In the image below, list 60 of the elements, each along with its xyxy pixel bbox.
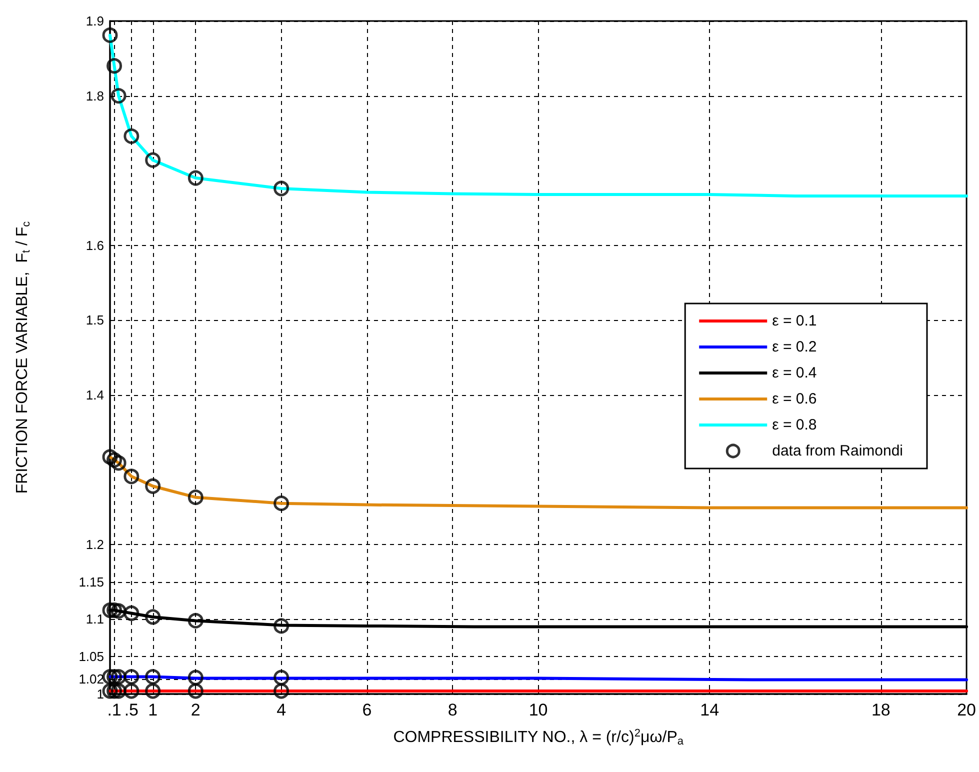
point [274,496,290,512]
point [102,449,118,465]
point [145,609,161,625]
point [188,670,204,686]
y-tick-label: 1.2 [86,536,104,552]
y-tick-label: 1.15 [78,574,104,590]
y-tick-label: 1.1 [86,612,104,627]
x-tick-label: 14 [700,700,720,720]
point [110,88,126,104]
point [110,603,126,619]
legend-label: ε = 0.2 [772,338,817,356]
x-tick-label: 2 [190,700,200,720]
legend-label: data from Raimondi [772,442,904,460]
y-tick-label: 1.02 [78,672,104,687]
y-tick-label: 1.05 [78,649,104,664]
x-tick-label: 20 [957,700,976,720]
point [110,455,126,471]
x-tick-label: 10 [528,700,548,720]
point [124,468,140,484]
x-tick-label: .5 [124,700,139,720]
point [145,683,161,699]
point [145,152,161,168]
x-tick-label: 18 [871,700,890,720]
point [106,452,122,468]
point [106,58,122,74]
y-tick-label: 1.8 [86,88,104,104]
point [124,128,140,144]
point [124,683,140,699]
point [274,670,290,686]
y-axis-title: FRICTION FORCE VARIABLE, Ft / Fc [14,220,32,494]
legend-label: ε = 0.8 [772,416,817,434]
point [110,669,126,685]
point [274,683,290,699]
x-tick-label: 6 [362,700,372,720]
x-tick-label: 8 [448,700,458,720]
point [124,669,140,685]
line-series [108,455,968,510]
point [188,683,204,699]
y-tick-label: 1.9 [86,14,104,28]
point [274,618,290,634]
legend-label: ε = 0.1 [772,312,817,330]
point [274,180,290,196]
legend-label: ε = 0.6 [772,390,817,408]
y-tick-label: 1.4 [86,387,104,402]
point [145,669,161,685]
y-tick-label: 1 [96,686,104,702]
x-tick-label: 4 [276,700,286,720]
y-tick-label: 1.6 [86,238,104,253]
point [188,170,204,186]
legend-label: ε = 0.4 [772,364,817,382]
point [110,683,126,699]
point [188,612,204,628]
y-tick-label: 1.5 [86,312,104,328]
line-series [108,34,968,198]
point [124,605,140,621]
x-tick-label: .1 [107,700,122,720]
point [102,27,118,43]
x-tick-label: 1 [148,700,158,720]
point [188,490,204,506]
point [145,478,161,494]
